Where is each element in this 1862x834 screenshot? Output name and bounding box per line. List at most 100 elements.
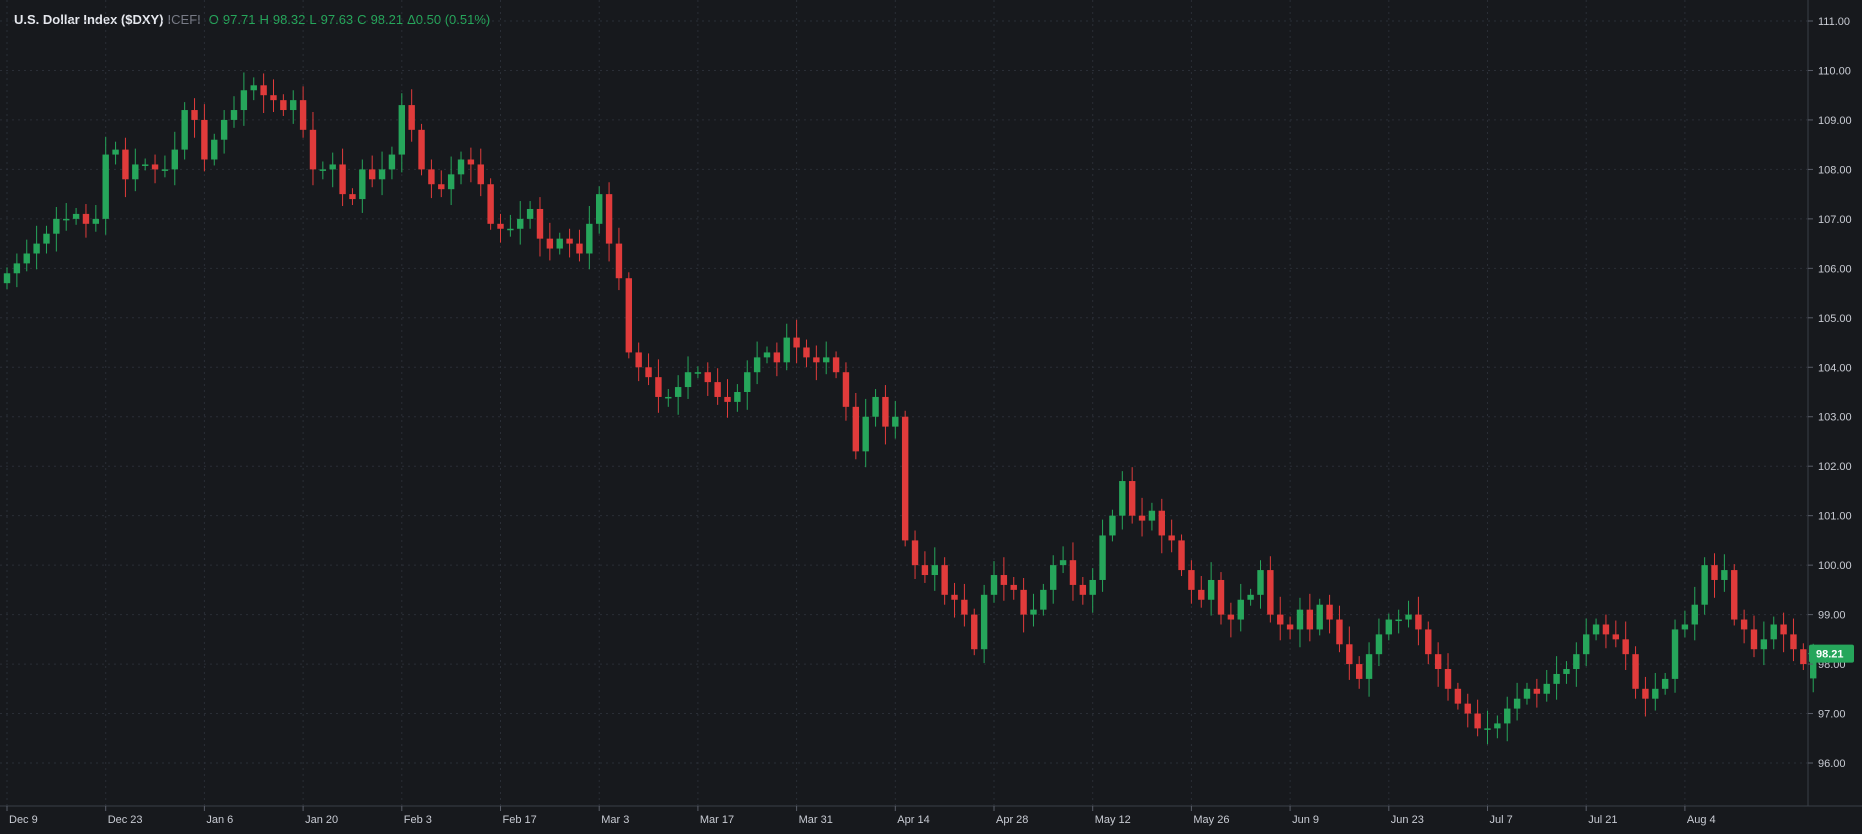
candle xyxy=(823,341,830,375)
candle-body xyxy=(744,372,751,392)
candle-body xyxy=(1474,713,1481,729)
candle xyxy=(1425,621,1432,665)
candle-body xyxy=(1178,540,1185,571)
candle-body xyxy=(1217,579,1225,615)
candle-body xyxy=(1563,669,1570,674)
candle-body xyxy=(1050,565,1057,590)
candle-body xyxy=(1010,584,1017,590)
price-tick-label: 108.00 xyxy=(1818,164,1852,176)
candle-body xyxy=(428,169,435,185)
candle xyxy=(1148,502,1156,531)
candle xyxy=(1207,562,1215,616)
last-price-tag xyxy=(1809,644,1854,663)
time-tick-label: Feb 3 xyxy=(404,814,432,826)
candle-body xyxy=(1523,688,1531,699)
candle xyxy=(1099,519,1106,592)
candle-body xyxy=(467,159,475,165)
candle-body xyxy=(684,372,692,388)
candle-body xyxy=(1069,560,1077,585)
symbol-title: U.S. Dollar Index ($DXY) xyxy=(14,12,164,27)
candle-body xyxy=(1237,599,1244,620)
candle xyxy=(1780,612,1787,653)
candle-body xyxy=(1425,629,1432,655)
candle-body xyxy=(191,110,198,120)
candle-body xyxy=(1365,654,1373,679)
candle-body xyxy=(586,223,593,254)
candle-body xyxy=(161,169,169,171)
candle xyxy=(1533,678,1541,708)
candle-body xyxy=(299,100,307,130)
candle-body xyxy=(665,396,672,399)
candle-body xyxy=(1760,639,1768,650)
candle xyxy=(674,375,682,415)
candle xyxy=(625,272,633,359)
candle xyxy=(280,94,287,116)
candle xyxy=(645,353,652,386)
candle-body xyxy=(615,243,623,279)
candle-body xyxy=(1198,589,1205,600)
candle-body xyxy=(1405,614,1412,620)
candle xyxy=(1444,653,1452,701)
price-tick-label: 107.00 xyxy=(1818,214,1852,226)
candle-body xyxy=(961,599,968,615)
candle-body xyxy=(398,105,405,155)
candle-body xyxy=(971,614,978,650)
price-tick-label: 111.00 xyxy=(1818,16,1850,28)
candle-body xyxy=(1464,703,1471,714)
candle xyxy=(339,148,346,207)
candle xyxy=(368,155,376,188)
candle-body xyxy=(793,337,800,348)
candle-body xyxy=(408,105,415,130)
candle xyxy=(1217,572,1225,625)
candle xyxy=(181,102,188,160)
candle xyxy=(1168,519,1175,553)
price-tick-label: 105.00 xyxy=(1818,313,1852,325)
candle xyxy=(1464,693,1471,728)
change-value: Δ0.50 (0.51%) xyxy=(407,12,491,27)
candle-body xyxy=(1543,683,1550,694)
candle-body xyxy=(1109,515,1116,536)
candle xyxy=(1760,621,1768,666)
candle-body xyxy=(517,218,524,229)
candle xyxy=(1346,626,1353,680)
candle xyxy=(467,147,475,183)
candle xyxy=(1652,672,1659,711)
candle-body xyxy=(13,263,21,274)
candles xyxy=(3,72,1817,745)
time-tick-label: May 26 xyxy=(1193,814,1229,826)
candle xyxy=(1711,553,1718,598)
candle xyxy=(230,96,238,128)
candle-body xyxy=(1740,619,1748,630)
candle-body xyxy=(1602,624,1610,635)
high-value: 98.32 xyxy=(272,12,306,27)
candle-body xyxy=(1780,624,1787,635)
low-value: 97.63 xyxy=(320,12,354,27)
candle-body xyxy=(1810,653,1817,679)
candle-body xyxy=(931,565,938,576)
candle-body xyxy=(1632,654,1639,689)
candle xyxy=(1306,593,1314,642)
candle xyxy=(1553,656,1560,700)
candle-body xyxy=(921,565,929,576)
candle xyxy=(1701,557,1708,615)
candle-body xyxy=(1188,570,1195,590)
close-key: C xyxy=(357,12,367,27)
candle xyxy=(1286,616,1294,640)
price-tick-label: 97.00 xyxy=(1818,709,1846,721)
candle-body xyxy=(862,416,869,452)
candle-body xyxy=(576,243,583,254)
candle xyxy=(319,161,327,180)
candle-body xyxy=(1030,609,1037,615)
candle xyxy=(1040,583,1047,616)
candle xyxy=(546,222,554,261)
candle xyxy=(43,225,50,254)
candle xyxy=(33,225,40,270)
candle xyxy=(852,392,860,460)
open-value: 97.71 xyxy=(222,12,256,27)
candle xyxy=(596,186,603,234)
candle-body xyxy=(1583,634,1590,655)
candle-body xyxy=(1168,535,1175,541)
candle-body xyxy=(763,352,771,358)
